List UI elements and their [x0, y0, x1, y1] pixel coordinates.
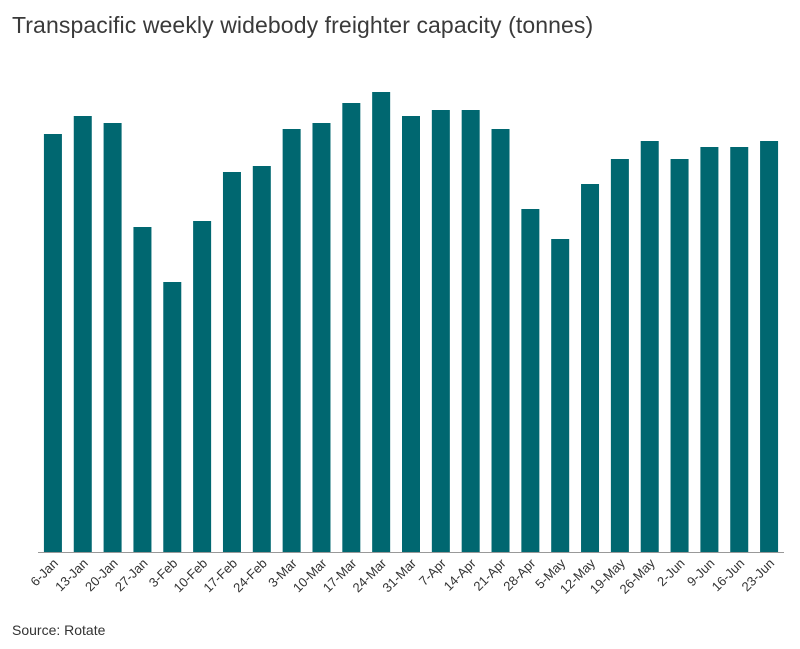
x-tick-label: 20-Jan: [82, 556, 121, 595]
bar-16-Jun: [730, 147, 749, 552]
x-tick-label: 14-Apr: [441, 555, 480, 594]
bar-27-Jan: [133, 227, 152, 552]
bar-24-Feb: [252, 166, 271, 552]
bar-28-Apr: [521, 209, 540, 552]
bar-3-Feb: [163, 282, 182, 552]
chart-title: Transpacific weekly widebody freighter c…: [12, 12, 594, 38]
bar-17-Feb: [222, 172, 241, 552]
bar-17-Mar: [342, 103, 361, 552]
bar-9-Jun: [700, 147, 719, 552]
source-note: Source: Rotate: [12, 622, 106, 638]
bar-20-Jan: [103, 123, 122, 552]
bar-5-May: [551, 239, 570, 552]
bar-3-Mar: [282, 129, 301, 552]
x-tick-label: 31-Mar: [379, 555, 419, 595]
bar-31-Mar: [402, 116, 420, 552]
x-tick-label: 2-Jun: [654, 556, 688, 590]
bar-26-May: [640, 141, 659, 552]
bar-2-Jun: [670, 159, 689, 552]
bar-14-Apr: [461, 110, 480, 552]
x-tick-label: 28-Apr: [500, 555, 539, 594]
bar-13-Jan: [73, 116, 92, 552]
x-tick-label: 24-Feb: [230, 556, 270, 596]
bar-7-Apr: [431, 110, 450, 552]
x-tick-labels: 6-Jan13-Jan20-Jan27-Jan3-Feb10-Feb17-Feb…: [27, 555, 777, 597]
x-tick-label: 16-Jun: [709, 556, 748, 595]
bar-10-Feb: [193, 221, 212, 552]
bar-10-Mar: [312, 123, 331, 552]
x-tick-label: 23-Jun: [738, 556, 777, 595]
bar-19-May: [610, 159, 629, 552]
x-tick-label: 21-Apr: [470, 555, 509, 594]
bars-group: [43, 92, 779, 552]
x-tick-label: 13-Jan: [52, 556, 91, 595]
bar-24-Mar: [372, 92, 391, 552]
bar-12-May: [581, 184, 600, 552]
bar-21-Apr: [491, 129, 510, 552]
bar-6-Jan: [43, 134, 62, 552]
x-tick-label: 27-Jan: [112, 556, 151, 595]
bar-23-Jun: [760, 141, 779, 552]
